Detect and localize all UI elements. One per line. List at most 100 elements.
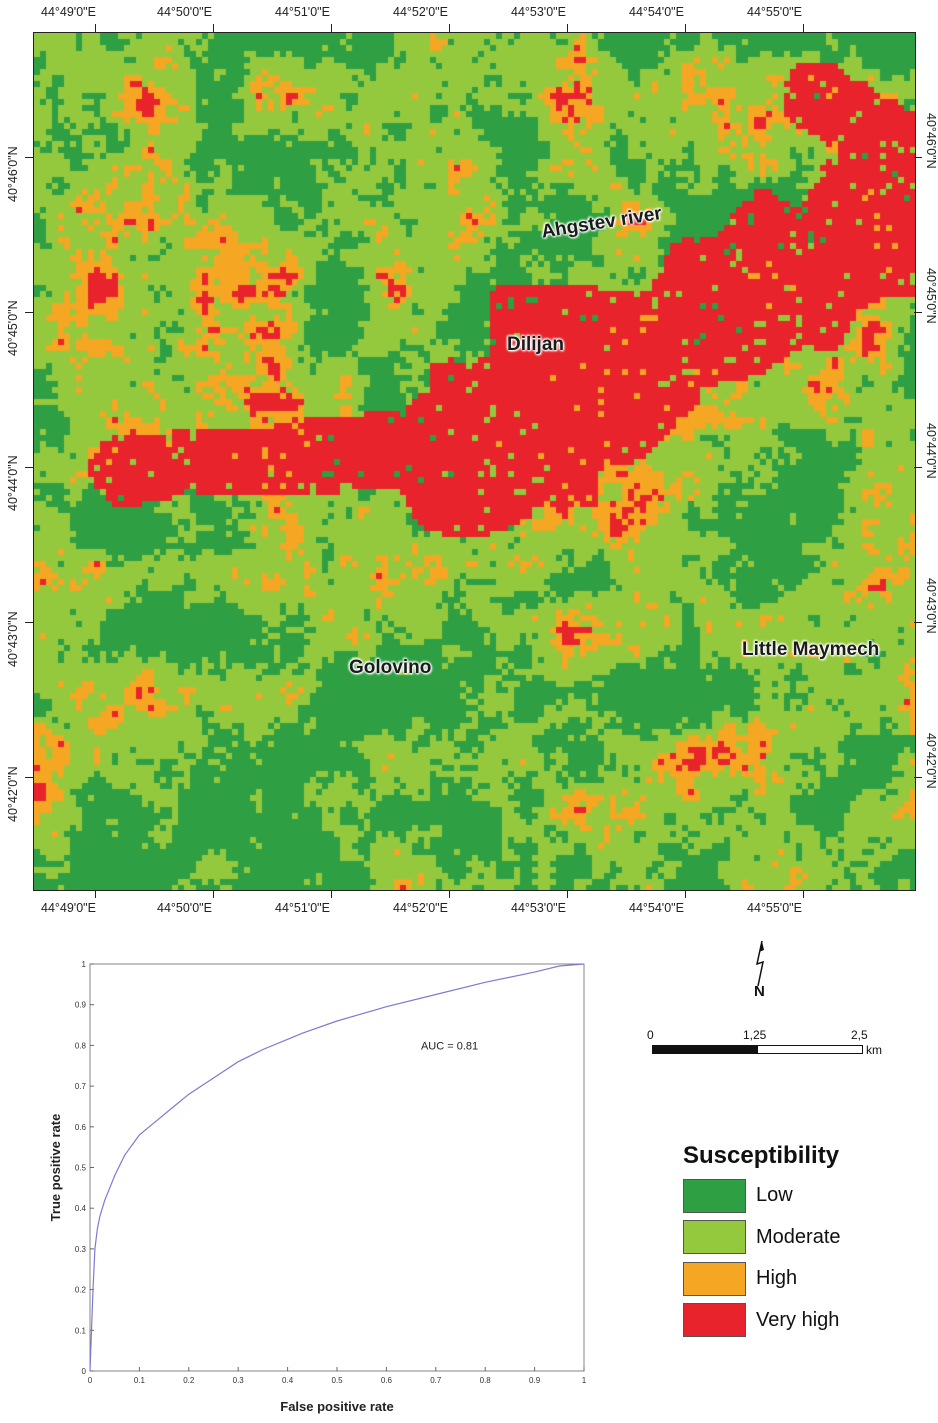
left-latitude-label: 40°42'0"N <box>6 766 20 822</box>
x-tick-label: 0.5 <box>331 1376 343 1385</box>
top-longitude-label: 44°51'0"E <box>275 5 330 19</box>
left-latitude-label: 40°46'0"N <box>6 146 20 202</box>
left-tick <box>25 157 33 158</box>
top-tick <box>213 24 214 32</box>
legend-label-low: Low <box>756 1184 793 1206</box>
y-tick-label: 0.3 <box>75 1245 87 1254</box>
bottom-tick <box>803 890 804 898</box>
right-tick <box>914 777 922 778</box>
north-arrow-icon: N <box>754 940 765 1000</box>
y-tick-label: 1 <box>82 960 87 969</box>
top-tick <box>449 24 450 32</box>
x-tick-label: 0.9 <box>529 1376 541 1385</box>
bottom-tick <box>567 890 568 898</box>
legend-label-high: High <box>756 1267 798 1289</box>
x-tick-label: 0.7 <box>430 1376 442 1385</box>
north-label: N <box>754 983 765 1000</box>
x-tick-label: 1 <box>582 1376 587 1385</box>
x-tick-label: 0.2 <box>183 1376 195 1385</box>
y-tick-label: 0.5 <box>75 1164 87 1173</box>
bottom-longitude-label: 44°52'0"E <box>393 901 448 915</box>
right-latitude-label: 40°42'0"N <box>924 733 938 789</box>
right-latitude-label: 40°44'0"N <box>924 423 938 479</box>
susceptibility-map[interactable] <box>33 32 916 891</box>
legend-label-very-high: Very high <box>756 1309 840 1331</box>
bottom-longitude-label: 44°49'0"E <box>41 901 96 915</box>
legend-swatch-very-high <box>683 1303 746 1337</box>
top-longitude-label: 44°49'0"E <box>41 5 96 19</box>
top-longitude-label: 44°55'0"E <box>747 5 802 19</box>
legend-swatch-low <box>683 1179 746 1213</box>
top-tick <box>95 24 96 32</box>
scale-label-mid: 1,25 <box>743 1028 767 1042</box>
place-label-golovino: Golovino <box>349 657 432 678</box>
top-longitude-label: 44°54'0"E <box>629 5 684 19</box>
y-tick-label: 0.2 <box>75 1286 87 1295</box>
y-axis-label: True positive rate <box>48 1114 63 1222</box>
place-label-little-maymech: Little Maymech <box>742 639 880 660</box>
x-tick-label: 0.4 <box>282 1376 294 1385</box>
y-tick-label: 0.6 <box>75 1123 87 1132</box>
bottom-longitude-label: 44°51'0"E <box>275 901 330 915</box>
scale-unit: km <box>866 1043 882 1057</box>
auc-annotation: AUC = 0.81 <box>421 1040 478 1052</box>
bottom-tick <box>95 890 96 898</box>
scale-label-0: 0 <box>647 1028 654 1042</box>
left-latitude-label: 40°45'0"N <box>6 300 20 356</box>
legend-swatch-moderate <box>683 1220 746 1254</box>
left-latitude-label: 40°43'0"N <box>6 611 20 667</box>
y-tick-label: 0.8 <box>75 1041 87 1050</box>
right-tick <box>914 157 922 158</box>
right-latitude-label: 40°46'0"N <box>924 113 938 169</box>
susceptibility-raster <box>34 33 915 890</box>
y-tick-label: 0.9 <box>75 1001 87 1010</box>
place-label-dilijan: Dilijan <box>507 334 565 355</box>
scale-bar-white-segment <box>757 1045 863 1054</box>
roc-chart: 0 0.1 0.2 0.3 0.4 0.5 0.6 0.7 0.8 0.9 1 0 0.1 0.2 0.3 0… <box>40 950 610 1418</box>
right-tick <box>914 312 922 313</box>
north-arrow: N <box>748 938 772 1000</box>
bottom-longitude-label: 44°54'0"E <box>629 901 684 915</box>
x-tick-label: 0.3 <box>233 1376 245 1385</box>
x-tick-label: 0.1 <box>134 1376 146 1385</box>
bottom-longitude-label: 44°50'0"E <box>157 901 212 915</box>
legend-label-moderate: Moderate <box>756 1226 841 1248</box>
y-tick-label: 0.7 <box>75 1082 87 1091</box>
left-latitude-label: 40°44'0"N <box>6 455 20 511</box>
right-latitude-label: 40°43'0"N <box>924 578 938 634</box>
left-tick <box>25 312 33 313</box>
right-latitude-label: 40°45'0"N <box>924 268 938 324</box>
bottom-longitude-label: 44°55'0"E <box>747 901 802 915</box>
left-tick <box>25 467 33 468</box>
roc-chart-svg: 0 0.1 0.2 0.3 0.4 0.5 0.6 0.7 0.8 0.9 1 0 0.1 0.2 0.3 0… <box>48 960 587 1414</box>
bottom-tick <box>331 890 332 898</box>
x-axis-label: False positive rate <box>280 1399 393 1414</box>
top-tick <box>803 24 804 32</box>
bottom-tick <box>685 890 686 898</box>
y-tick-label: 0 <box>82 1367 87 1376</box>
legend-title: Susceptibility <box>683 1142 840 1169</box>
left-tick <box>25 777 33 778</box>
bottom-longitude-label: 44°53'0"E <box>511 901 566 915</box>
x-tick-label: 0.8 <box>480 1376 492 1385</box>
top-longitude-label: 44°50'0"E <box>157 5 212 19</box>
right-tick <box>914 467 922 468</box>
plot-area <box>89 963 585 1372</box>
top-tick <box>331 24 332 32</box>
scale-label-max: 2,5 <box>851 1028 868 1042</box>
top-tick <box>685 24 686 32</box>
scale-bar-black-segment <box>652 1045 758 1054</box>
y-tick-label: 0.4 <box>75 1204 87 1213</box>
top-longitude-label: 44°52'0"E <box>393 5 448 19</box>
top-longitude-label: 44°53'0"E <box>511 5 566 19</box>
left-tick <box>25 622 33 623</box>
y-tick-label: 0.1 <box>75 1326 87 1335</box>
top-tick <box>567 24 568 32</box>
x-tick-label: 0.6 <box>381 1376 393 1385</box>
right-tick <box>914 622 922 623</box>
bottom-tick <box>213 890 214 898</box>
bottom-tick <box>449 890 450 898</box>
legend-swatch-high <box>683 1262 746 1296</box>
x-tick-label: 0 <box>88 1376 93 1385</box>
roc-curve <box>89 963 585 1372</box>
